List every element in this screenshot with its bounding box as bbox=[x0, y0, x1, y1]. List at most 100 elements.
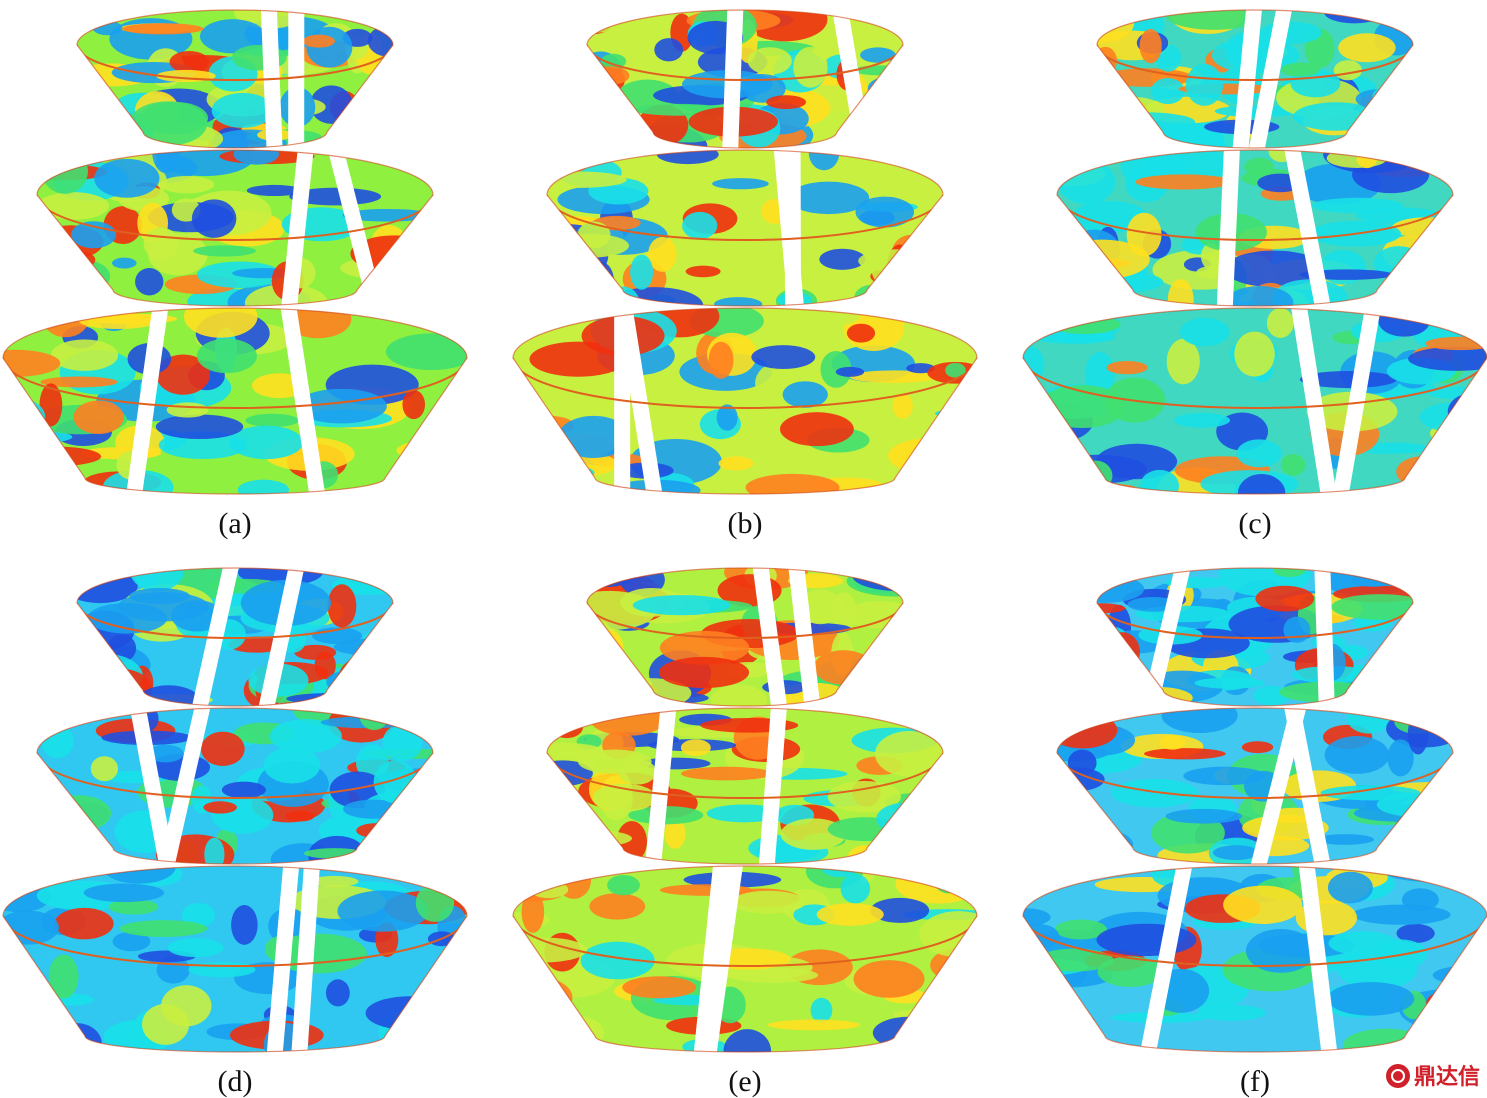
contour-blob bbox=[558, 415, 630, 459]
contour-blob bbox=[1166, 10, 1263, 30]
contour-blob bbox=[211, 92, 274, 128]
inner-rim bbox=[3, 357, 467, 409]
contour-blob bbox=[876, 802, 938, 836]
contour-blob bbox=[816, 903, 884, 926]
bowl-outline bbox=[76, 567, 394, 707]
contour-blob bbox=[1049, 1014, 1095, 1025]
contour-blob bbox=[928, 866, 951, 882]
contour-blob bbox=[587, 92, 620, 138]
contour-blob bbox=[912, 1023, 971, 1052]
contour-blob bbox=[364, 677, 393, 700]
contour-blob bbox=[1407, 713, 1429, 755]
contour-blob bbox=[553, 276, 594, 306]
contour-blob bbox=[1311, 197, 1404, 214]
white-stripe bbox=[1291, 308, 1337, 494]
contour-blob bbox=[37, 246, 65, 263]
contour-blob bbox=[1057, 831, 1127, 855]
contour-blob bbox=[1180, 317, 1230, 347]
contour-blob bbox=[263, 747, 321, 784]
contour-blob bbox=[835, 366, 865, 377]
contour-blob bbox=[7, 446, 102, 467]
bowl-outline bbox=[546, 149, 944, 307]
contour-blob bbox=[1161, 708, 1238, 734]
contour-blob bbox=[135, 268, 164, 296]
contour-blob bbox=[711, 684, 768, 706]
bowl bbox=[1057, 150, 1453, 306]
contour-blob bbox=[870, 897, 930, 923]
contour-blob bbox=[295, 388, 387, 424]
contour-blob bbox=[513, 308, 533, 322]
contour-blob bbox=[1174, 412, 1231, 428]
contour-blob bbox=[444, 957, 467, 993]
contour-blob bbox=[1378, 308, 1430, 337]
contour-blob bbox=[1371, 846, 1428, 864]
contour-blob bbox=[333, 637, 393, 657]
contour-blob bbox=[766, 95, 807, 110]
contour-blob bbox=[203, 801, 237, 814]
contour-blob bbox=[934, 435, 961, 471]
bowl bbox=[3, 866, 467, 1052]
contour-blob bbox=[819, 248, 866, 270]
contour-blob bbox=[895, 866, 977, 904]
white-stripe bbox=[1140, 866, 1193, 1052]
contour-blob bbox=[166, 402, 209, 418]
contour-blob bbox=[716, 404, 738, 431]
contour-blob bbox=[1342, 1028, 1429, 1052]
contour-blob bbox=[513, 969, 532, 1007]
contour-blob bbox=[590, 262, 615, 303]
contour-blob bbox=[1389, 631, 1413, 660]
contour-blob bbox=[390, 269, 426, 282]
contour-blob bbox=[1036, 482, 1136, 493]
contour-blob bbox=[547, 281, 620, 304]
contour-blob bbox=[42, 308, 90, 338]
contour-blob bbox=[59, 844, 100, 864]
bowl-outline bbox=[36, 707, 434, 865]
contour-blob bbox=[229, 425, 304, 460]
contour-blob bbox=[1396, 456, 1450, 488]
white-stripe bbox=[1314, 568, 1335, 706]
white-stripe bbox=[1142, 568, 1191, 706]
contour-blob bbox=[1057, 826, 1134, 863]
contour-blob bbox=[1106, 360, 1148, 375]
inner-rim bbox=[3, 915, 467, 967]
contour-blob bbox=[560, 848, 607, 864]
contour-blob bbox=[1057, 823, 1105, 862]
contour-blob bbox=[373, 760, 418, 804]
contour-blob bbox=[857, 685, 903, 706]
contour-blob bbox=[731, 890, 806, 914]
bowl-outline bbox=[586, 9, 904, 149]
contour-blob bbox=[630, 254, 654, 290]
white-stripe bbox=[281, 150, 314, 306]
contour-blob bbox=[221, 781, 266, 799]
bowl bbox=[37, 708, 433, 864]
contour-blob bbox=[3, 349, 61, 377]
bowl bbox=[37, 150, 433, 306]
contour-blob bbox=[59, 848, 94, 864]
contour-blob bbox=[767, 1019, 861, 1031]
contour-blob bbox=[1280, 62, 1321, 77]
contour-blob bbox=[41, 724, 74, 759]
contour-blob bbox=[1197, 1004, 1266, 1021]
contour-blob bbox=[888, 438, 972, 474]
contour-blob bbox=[911, 1015, 977, 1026]
contour-blob bbox=[1111, 778, 1199, 808]
bowl bbox=[1023, 308, 1487, 494]
bowl-outline bbox=[2, 865, 468, 1053]
contour-blob bbox=[1327, 981, 1415, 1016]
contour-blob bbox=[245, 413, 300, 427]
white-stripe bbox=[1298, 866, 1338, 1052]
contour-blob bbox=[622, 976, 697, 999]
contour-blob bbox=[712, 178, 769, 190]
contour-blob bbox=[1372, 87, 1396, 105]
contour-blob bbox=[381, 250, 428, 288]
contour-blob bbox=[1165, 808, 1243, 824]
contour-blob bbox=[77, 568, 138, 604]
bowl bbox=[1057, 708, 1453, 864]
bowl-outline bbox=[1096, 9, 1414, 149]
contour-blob bbox=[1324, 10, 1385, 24]
white-stripe bbox=[129, 708, 175, 864]
contour-blob bbox=[1446, 431, 1487, 447]
contour-blob bbox=[1097, 112, 1196, 132]
contour-blob bbox=[1142, 150, 1233, 182]
contour-blob bbox=[143, 227, 179, 261]
